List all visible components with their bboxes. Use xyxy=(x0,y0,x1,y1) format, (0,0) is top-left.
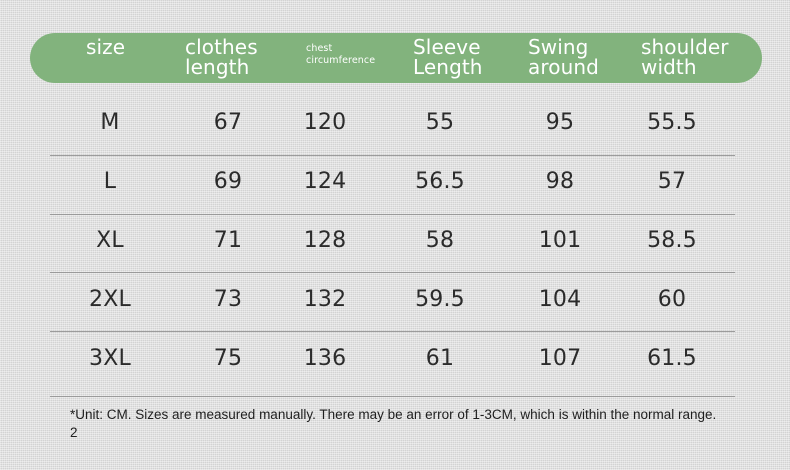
cell-size: M xyxy=(100,110,120,135)
cell-swing-around: 98 xyxy=(545,169,575,194)
column-header-clothes-length: clothes length xyxy=(185,35,258,80)
cell-size: XL xyxy=(96,228,124,253)
cell-sleeve-length: 58 xyxy=(425,228,455,253)
table-row: 3XL 75 136 61 107 61.5 xyxy=(0,334,790,393)
footnote-separator xyxy=(50,396,735,397)
row-separator xyxy=(50,331,735,332)
row-separator xyxy=(50,272,735,273)
cell-chest-circumference: 128 xyxy=(303,228,347,253)
cell-clothes-length: 75 xyxy=(213,346,243,371)
cell-clothes-length: 73 xyxy=(213,287,243,312)
row-separator xyxy=(50,214,735,215)
cell-shoulder-width: 57 xyxy=(657,169,687,194)
cell-chest-circumference: 124 xyxy=(303,169,347,194)
table-row: M 67 120 55 95 55.5 xyxy=(0,98,790,157)
table-row: XL 71 128 58 101 58.5 xyxy=(0,216,790,275)
cell-swing-around: 107 xyxy=(538,346,582,371)
table-body: M 67 120 55 95 55.5 L 69 124 56.5 98 57 … xyxy=(0,98,790,393)
cell-chest-circumference: 120 xyxy=(303,110,347,135)
cell-shoulder-width: 61.5 xyxy=(647,346,697,371)
cell-size: L xyxy=(103,169,117,194)
cell-clothes-length: 71 xyxy=(213,228,243,253)
cell-swing-around: 95 xyxy=(545,110,575,135)
header-pill-background xyxy=(30,33,762,83)
cell-swing-around: 101 xyxy=(538,228,582,253)
table-row: 2XL 73 132 59.5 104 60 xyxy=(0,275,790,334)
column-header-shoulder-width: shoulder width xyxy=(641,35,729,80)
cell-swing-around: 104 xyxy=(538,287,582,312)
cell-shoulder-width: 58.5 xyxy=(647,228,697,253)
cell-shoulder-width: 55.5 xyxy=(647,110,697,135)
cell-shoulder-width: 60 xyxy=(657,287,687,312)
cell-sleeve-length: 55 xyxy=(425,110,455,135)
cell-sleeve-length: 59.5 xyxy=(415,287,465,312)
column-header-swing-around: Swing around xyxy=(528,35,599,80)
cell-sleeve-length: 56.5 xyxy=(415,169,465,194)
row-separator xyxy=(50,155,735,156)
cell-chest-circumference: 136 xyxy=(303,346,347,371)
cell-chest-circumference: 132 xyxy=(303,287,347,312)
column-header-chest-circumference: chest circumference xyxy=(306,43,376,66)
cell-clothes-length: 67 xyxy=(213,110,243,135)
cell-sleeve-length: 61 xyxy=(425,346,455,371)
table-row: L 69 124 56.5 98 57 xyxy=(0,157,790,216)
column-header-size: size xyxy=(86,35,126,59)
table-header-row: size clothes length chest circumference … xyxy=(0,33,790,91)
cell-clothes-length: 69 xyxy=(213,169,243,194)
cell-size: 3XL xyxy=(89,346,131,371)
cell-size: 2XL xyxy=(89,287,131,312)
footnote-text: *Unit: CM. Sizes are measured manually. … xyxy=(70,407,717,440)
column-header-sleeve-length: Sleeve Length xyxy=(413,35,483,80)
